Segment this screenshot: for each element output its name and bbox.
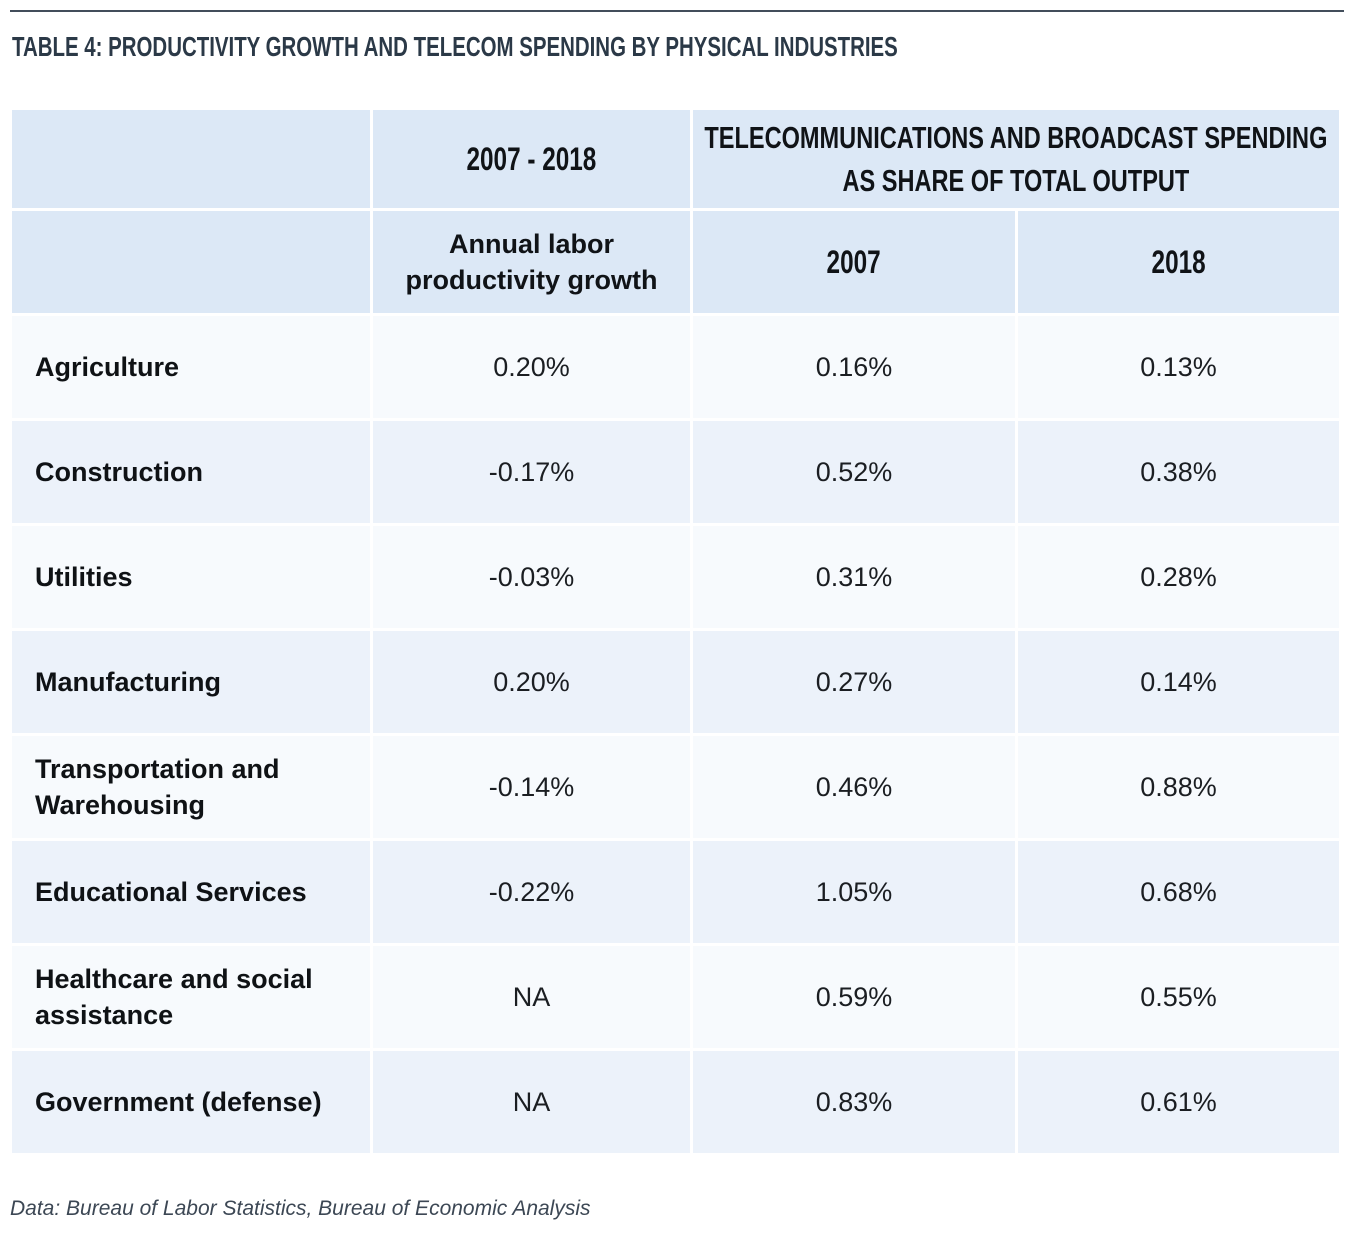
page-title: TABLE 4: PRODUCTIVITY GROWTH AND TELECOM… <box>12 28 1342 66</box>
page-title-text: TABLE 4: PRODUCTIVITY GROWTH AND TELECOM… <box>12 31 898 62</box>
industry-label: Manufacturing <box>12 631 370 733</box>
top-divider <box>10 10 1344 12</box>
telecom-2007-value: 0.52% <box>693 421 1015 523</box>
productivity-value: 0.20% <box>373 631 690 733</box>
telecom-2007-value: 0.27% <box>693 631 1015 733</box>
telecom-group-header-line1: TELECOMMUNICATIONS AND BROADCAST SPENDIN… <box>704 120 1328 155</box>
productivity-value: -0.17% <box>373 421 690 523</box>
telecom-2007-value: 0.59% <box>693 946 1015 1048</box>
productivity-value: NA <box>373 1051 690 1153</box>
header-blank-cell-bottom <box>12 211 370 313</box>
industry-label: Healthcare and social assistance <box>12 946 370 1048</box>
telecom-group-header-line2: AS SHARE OF TOTAL OUTPUT <box>842 163 1190 198</box>
productivity-telecom-table: 2007 - 2018 TELECOMMUNICATIONS AND BROAD… <box>12 110 1342 1153</box>
productivity-value: -0.22% <box>373 841 690 943</box>
telecom-2018-value: 0.61% <box>1018 1051 1339 1153</box>
telecom-group-header: TELECOMMUNICATIONS AND BROADCAST SPENDIN… <box>693 110 1339 208</box>
industry-label: Construction <box>12 421 370 523</box>
year-2007-header-text: 2007 <box>826 243 882 280</box>
productivity-value: 0.20% <box>373 316 690 418</box>
telecom-2018-value: 0.28% <box>1018 526 1339 628</box>
productivity-column-header-text: Annual labor productivity growth <box>405 229 658 295</box>
industry-label: Utilities <box>12 526 370 628</box>
telecom-2018-value: 0.68% <box>1018 841 1339 943</box>
telecom-2018-value: 0.14% <box>1018 631 1339 733</box>
telecom-2018-value: 0.13% <box>1018 316 1339 418</box>
industry-label: Government (defense) <box>12 1051 370 1153</box>
telecom-2007-value: 0.83% <box>693 1051 1015 1153</box>
telecom-2007-value: 0.46% <box>693 736 1015 838</box>
period-group-header: 2007 - 2018 <box>373 110 690 208</box>
telecom-2007-value: 0.16% <box>693 316 1015 418</box>
telecom-2007-value: 1.05% <box>693 841 1015 943</box>
productivity-column-header: Annual labor productivity growth <box>373 211 690 313</box>
source-note: Data: Bureau of Labor Statistics, Bureau… <box>10 1197 591 1220</box>
industry-label: Transportation and Warehousing <box>12 736 370 838</box>
year-2018-column-header: 2018 <box>1018 211 1339 313</box>
header-blank-cell-top <box>12 110 370 208</box>
telecom-2018-value: 0.38% <box>1018 421 1339 523</box>
year-2018-header-text: 2018 <box>1151 243 1206 280</box>
productivity-value: -0.03% <box>373 526 690 628</box>
productivity-value: -0.14% <box>373 736 690 838</box>
industry-label: Educational Services <box>12 841 370 943</box>
telecom-2018-value: 0.55% <box>1018 946 1339 1048</box>
productivity-value: NA <box>373 946 690 1048</box>
telecom-2007-value: 0.31% <box>693 526 1015 628</box>
year-2007-column-header: 2007 <box>693 211 1015 313</box>
telecom-group-header-text: TELECOMMUNICATIONS AND BROADCAST SPENDIN… <box>704 116 1327 202</box>
telecom-2018-value: 0.88% <box>1018 736 1339 838</box>
industry-label: Agriculture <box>12 316 370 418</box>
period-group-header-text: 2007 - 2018 <box>466 140 597 177</box>
